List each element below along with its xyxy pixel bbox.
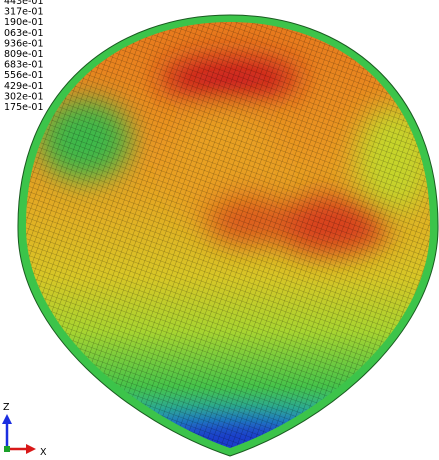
legend-label: 317e-01 xyxy=(4,7,44,18)
legend-label: 190e-01 xyxy=(4,17,44,28)
z-label: Z xyxy=(3,402,10,413)
legend-label: 429e-01 xyxy=(4,81,44,92)
legend-label: 556e-01 xyxy=(4,70,44,81)
axis-triad: Z X xyxy=(2,402,47,458)
viewport: 443e-01317e-01190e-01063e-01936e-01809e-… xyxy=(0,0,439,460)
legend-label: 683e-01 xyxy=(4,60,44,71)
legend-label: 302e-01 xyxy=(4,91,44,102)
legend-label: 809e-01 xyxy=(4,49,44,60)
legend-label: 175e-01 xyxy=(4,102,44,113)
legend-label: 936e-01 xyxy=(4,38,44,49)
x-label: X xyxy=(40,447,47,458)
legend-label: 063e-01 xyxy=(4,28,44,39)
legend: 443e-01317e-01190e-01063e-01936e-01809e-… xyxy=(4,0,44,113)
